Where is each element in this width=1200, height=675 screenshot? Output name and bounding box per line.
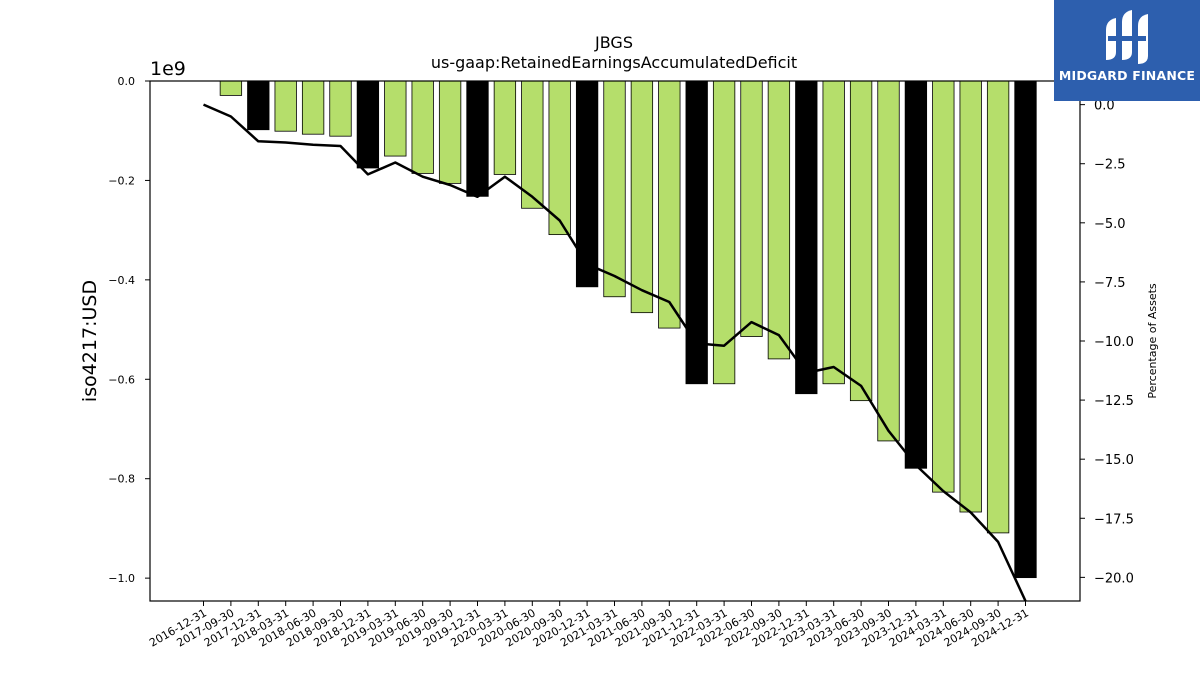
bar [466,80,489,197]
bar [274,80,297,132]
y-tick-label: 0.0 [118,75,136,88]
bar [384,80,407,157]
y-tick-label: −0.8 [108,473,135,486]
bar [1014,80,1037,579]
bar [329,80,352,137]
y2-axis-label: Percentage of Assets [1146,283,1159,399]
bar [247,80,270,131]
bar [603,80,626,298]
bar [630,80,654,314]
y2-tick-label: −12.5 [1094,394,1134,409]
bar [521,80,544,209]
bar [219,80,243,96]
bar [932,80,955,493]
bar [575,80,599,288]
pct-line-group [203,103,1027,602]
y-tick-label: −0.4 [108,274,135,287]
y2-tick-label: −5.0 [1094,217,1126,232]
bar [356,80,380,169]
y-tick-label: −0.6 [108,373,135,386]
bar [877,80,900,442]
y2-tick-label: −2.5 [1094,158,1126,173]
y2-tick-label: −10.0 [1094,335,1134,350]
logo-text: MIDGARD FINANCE [1058,68,1196,83]
bar [795,80,818,395]
y2-tick-label: −7.5 [1094,276,1126,291]
bar [849,80,873,402]
bar [438,80,462,184]
bar [767,80,791,360]
bar [740,80,763,337]
bar [493,80,517,175]
bar [411,80,434,174]
chart-title: JBGS [594,33,633,52]
y2-tick-label: 0.0 [1094,99,1115,114]
bar [658,80,681,329]
y-tick-label: −0.2 [108,174,135,187]
pct-of-assets-line [203,103,1027,602]
bar [986,80,1010,534]
bar [904,80,928,469]
midgard-logo-icon [1106,10,1148,64]
midgard-finance-logo: MIDGARD FINANCE [1054,0,1200,101]
y2-tick-label: −17.5 [1094,512,1134,527]
y-ticks-group: 0.0 −0.2 −0.4 −0.6 −0.8 −1.0 [108,75,150,585]
y-offset-label: 1e9 [150,58,186,80]
y-axis-label: iso4217:USD [79,280,101,402]
bar [959,80,982,513]
bar [301,80,325,135]
chart-subtitle: us-gaap:RetainedEarningsAccumulatedDefic… [431,53,797,72]
y-tick-label: −1.0 [108,572,135,585]
bar [685,80,708,385]
x-ticks-group: 2016-12-312017-09-302017-12-312018-03-31… [147,601,1031,650]
y2-tick-label: −15.0 [1094,453,1134,468]
y2-ticks-group: 0.0 −2.5 −5.0 −7.5 −10.0 −12.5 −15.0 −17.5 −20.0 [1080,99,1134,586]
bar [822,80,845,385]
y2-tick-label: −20.0 [1094,571,1134,586]
bars-group [192,80,1037,579]
bar [548,80,571,236]
